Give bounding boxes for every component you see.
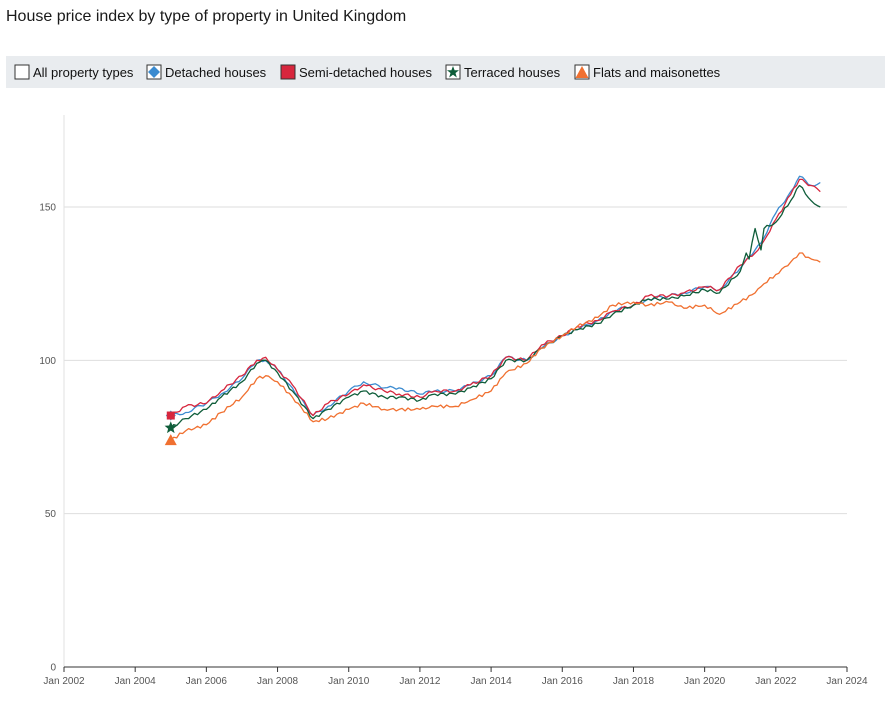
series-line-semi-detached-houses: [170, 178, 821, 417]
series-line-detached-houses: [170, 175, 821, 417]
y-tick-label: 0: [50, 663, 56, 674]
diamond-icon: [146, 64, 162, 79]
x-tick-label: Jan 2022: [755, 676, 797, 687]
x-tick-label: Jan 2018: [613, 676, 655, 687]
axes: 0 50 100 150 Jan 2002 Jan 2004 Jan 2006 Jan 200…: [39, 115, 868, 687]
legend-item-all-property-types[interactable]: All property types: [14, 56, 133, 88]
triangle-icon: [574, 64, 590, 79]
grid-lines: [64, 206, 847, 515]
legend-label: Flats and maisonettes: [593, 64, 721, 80]
x-tick-label: Jan 2008: [257, 676, 299, 687]
square-icon: [280, 64, 296, 79]
marker-semi-detached-houses: [166, 411, 175, 420]
x-tick-label: Jan 2016: [542, 676, 584, 687]
chart-title: House price index by type of property in…: [6, 8, 407, 25]
series-group: [170, 175, 821, 441]
y-tick-label: 100: [39, 356, 56, 367]
legend-label: Semi-detached houses: [299, 64, 432, 80]
x-tick-label: Jan 2012: [399, 676, 441, 687]
x-tick-label: Jan 2014: [471, 676, 513, 687]
box-icon: [14, 64, 30, 79]
legend-item-semi-detached-houses[interactable]: Semi-detached houses: [280, 56, 432, 88]
x-tick-label: Jan 2006: [186, 676, 228, 687]
x-tick-label: Jan 2024: [826, 676, 868, 687]
x-tick-label: Jan 2004: [115, 676, 157, 687]
legend-label: All property types: [33, 64, 134, 80]
y-tick-label: 150: [39, 203, 56, 214]
series-line-flats-and-maisonettes: [170, 252, 821, 441]
marker-terraced-houses: [164, 421, 177, 434]
legend-label: Terraced houses: [464, 64, 561, 80]
series-markers: [164, 410, 177, 446]
star-icon: [445, 64, 461, 79]
legend-label: Detached houses: [165, 64, 267, 80]
line-chart: 0 50 100 150 Jan 2002 Jan 2004 Jan 2006 Jan 200…: [39, 115, 868, 687]
y-tick-label: 50: [45, 509, 57, 520]
legend: All property types Detached houses Semi-…: [6, 56, 885, 88]
legend-item-detached-houses[interactable]: Detached houses: [146, 56, 266, 88]
x-tick-label: Jan 2002: [43, 676, 85, 687]
x-tick-label: Jan 2010: [328, 676, 370, 687]
series-line-terraced-houses: [170, 184, 821, 429]
x-tick-label: Jan 2020: [684, 676, 726, 687]
legend-item-terraced-houses[interactable]: Terraced houses: [445, 56, 560, 88]
legend-item-flats-and-maisonettes[interactable]: Flats and maisonettes: [574, 56, 720, 88]
marker-flats-and-maisonettes: [164, 434, 177, 446]
